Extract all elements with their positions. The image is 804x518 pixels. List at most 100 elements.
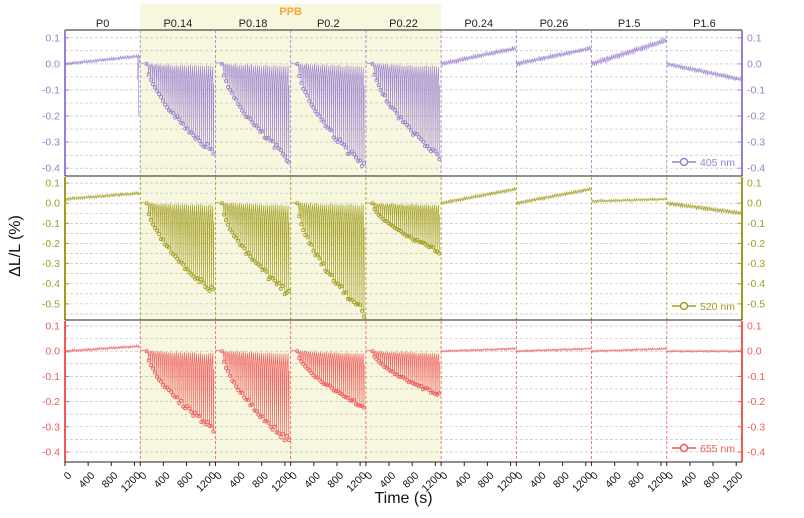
data-marker: [307, 368, 312, 373]
data-marker: [394, 226, 399, 231]
data-marker: [319, 262, 324, 267]
data-marker: [345, 151, 350, 156]
data-marker: [345, 296, 350, 301]
x-tick-label: 800: [626, 470, 647, 491]
data-marker: [400, 231, 405, 236]
data-marker: [396, 116, 401, 121]
data-marker: [282, 154, 287, 159]
y-tick-label-right: -0.1: [747, 218, 765, 230]
data-marker: [211, 151, 216, 156]
data-marker: [175, 114, 180, 119]
data-marker: [341, 142, 346, 147]
data-marker: [144, 201, 149, 206]
y-tick-label-left: 0.0: [45, 346, 60, 358]
x-tick-label: 400: [528, 470, 549, 491]
panel-655-nm: 0.1 0.1 0.0 0.0 -0.1 -0.1 -0.2 -0.2 -0.3 -0.3 -0.4…: [42, 321, 765, 463]
data-marker: [335, 281, 340, 286]
x-tick-label: 400: [453, 470, 474, 491]
data-marker: [242, 395, 247, 400]
data-marker: [321, 261, 326, 266]
data-marker: [361, 405, 366, 410]
data-marker: [197, 138, 202, 143]
data-marker: [227, 227, 232, 232]
data-marker: [412, 382, 417, 387]
data-marker: [148, 363, 153, 368]
data-marker: [433, 391, 438, 396]
data-marker: [246, 250, 251, 255]
data-marker: [315, 375, 320, 380]
data-marker: [158, 236, 163, 241]
series-trace-405-nm-P0: [64, 53, 140, 117]
data-marker: [234, 97, 239, 102]
data-marker: [305, 234, 310, 239]
data-marker: [199, 142, 204, 147]
data-marker: [404, 234, 409, 239]
data-marker: [168, 389, 173, 394]
y-tick-label-left: -0.2: [42, 111, 60, 123]
data-marker: [297, 355, 302, 360]
data-marker: [232, 380, 237, 385]
data-marker: [248, 254, 253, 259]
y-tick-label-left: -0.1: [42, 371, 60, 383]
data-marker: [286, 288, 291, 293]
data-marker: [266, 420, 271, 425]
y-tick-label-right: -0.2: [747, 238, 765, 250]
series-trace-655-nm-P0-18: [215, 349, 290, 441]
data-marker: [246, 397, 251, 402]
series-trace-520-nm-P0-18: [215, 201, 290, 295]
data-marker: [361, 161, 366, 166]
data-marker: [221, 212, 226, 217]
data-marker: [191, 133, 196, 138]
data-marker: [274, 430, 279, 435]
data-marker: [234, 384, 239, 389]
y-tick-label-left: -0.1: [42, 218, 60, 230]
data-marker: [250, 120, 255, 125]
data-marker: [181, 121, 186, 126]
data-marker: [437, 391, 442, 396]
data-marker: [382, 364, 387, 369]
data-marker: [268, 275, 273, 280]
data-marker: [396, 228, 401, 233]
data-marker: [177, 117, 182, 122]
x-tick-label: 400: [603, 470, 624, 491]
data-marker: [274, 142, 279, 147]
data-marker: [297, 214, 302, 219]
data-marker: [388, 369, 393, 374]
y-tick-label-left: -0.3: [42, 421, 60, 433]
data-marker: [278, 435, 283, 440]
data-marker: [309, 102, 314, 107]
data-marker: [361, 314, 366, 319]
y-tick-label-left: -0.3: [42, 137, 60, 149]
data-marker: [313, 375, 318, 380]
data-marker: [254, 123, 259, 128]
data-marker: [347, 151, 352, 156]
data-marker: [211, 429, 216, 434]
data-marker: [205, 141, 210, 146]
data-marker: [384, 219, 389, 224]
data-marker: [144, 349, 149, 354]
data-marker: [427, 146, 432, 151]
data-marker: [295, 61, 300, 66]
data-marker: [416, 135, 421, 140]
data-marker: [201, 280, 206, 285]
data-marker: [252, 408, 257, 413]
data-marker: [207, 288, 212, 293]
data-marker: [242, 246, 247, 251]
series-trace-655-nm-P0-26: [516, 346, 592, 354]
data-marker: [260, 129, 265, 134]
y-tick-label-left: -0.2: [42, 238, 60, 250]
data-marker: [317, 377, 322, 382]
period-label-P0-26: P0.26: [540, 18, 569, 30]
data-marker: [177, 400, 182, 405]
data-marker: [333, 281, 338, 286]
series-trace-655-nm-P1-6: [666, 349, 742, 354]
y-tick-label-right: -0.3: [747, 258, 765, 270]
data-marker: [211, 287, 216, 292]
data-marker: [337, 284, 342, 289]
y-tick-label-right: 0.0: [747, 58, 762, 70]
data-marker: [205, 419, 210, 424]
y-tick-label-right: -0.4: [747, 278, 765, 290]
data-marker: [248, 403, 253, 408]
data-marker: [378, 88, 383, 93]
panel-405-nm: 0.1 0.1 0.0 0.0 -0.1 -0.1 -0.2 -0.2 -0.3 -0.3 -0.4…: [42, 30, 765, 177]
